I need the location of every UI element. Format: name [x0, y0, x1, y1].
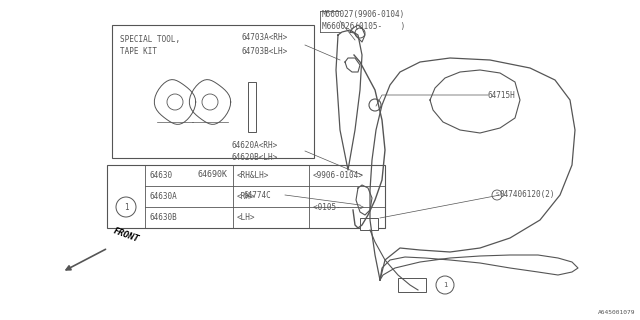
- Text: FRONT: FRONT: [112, 226, 140, 244]
- Text: M660026(0105-    ): M660026(0105- ): [322, 22, 405, 31]
- Circle shape: [369, 99, 381, 111]
- Circle shape: [436, 276, 454, 294]
- Text: 64620B<LH>: 64620B<LH>: [232, 153, 278, 162]
- Text: 64630B: 64630B: [149, 213, 177, 222]
- Text: S: S: [495, 193, 499, 197]
- Bar: [398, 278, 426, 292]
- Text: 64715H: 64715H: [488, 91, 516, 100]
- Text: <RH>: <RH>: [237, 192, 255, 201]
- Text: SPECIAL TOOL,: SPECIAL TOOL,: [120, 35, 180, 44]
- Text: 64774C: 64774C: [244, 190, 272, 199]
- Text: 1: 1: [124, 203, 128, 212]
- Text: 1: 1: [443, 282, 447, 288]
- Text: 64690K: 64690K: [198, 170, 228, 179]
- Text: 64630A: 64630A: [149, 192, 177, 201]
- Circle shape: [355, 28, 365, 38]
- Text: <0105-    >: <0105- >: [313, 203, 364, 212]
- Bar: [360, 218, 378, 230]
- Text: 64703B<LH>: 64703B<LH>: [241, 47, 287, 57]
- Bar: [107, 165, 385, 228]
- Bar: [112, 25, 314, 158]
- Text: <9906-0104>: <9906-0104>: [313, 171, 364, 180]
- Circle shape: [492, 190, 502, 200]
- Bar: [248, 82, 256, 132]
- Circle shape: [202, 94, 218, 110]
- Text: <RH&LH>: <RH&LH>: [237, 171, 269, 180]
- Text: 64620A<RH>: 64620A<RH>: [232, 140, 278, 149]
- Text: 64703A<RH>: 64703A<RH>: [241, 34, 287, 43]
- Text: 047406120(2): 047406120(2): [500, 190, 556, 199]
- Text: M660027(9906-0104): M660027(9906-0104): [322, 11, 405, 20]
- Text: <LH>: <LH>: [237, 213, 255, 222]
- Text: TAPE KIT: TAPE KIT: [120, 47, 157, 56]
- Circle shape: [167, 94, 183, 110]
- Text: A645001079: A645001079: [598, 310, 635, 315]
- Circle shape: [116, 197, 136, 217]
- Text: 64630: 64630: [149, 171, 172, 180]
